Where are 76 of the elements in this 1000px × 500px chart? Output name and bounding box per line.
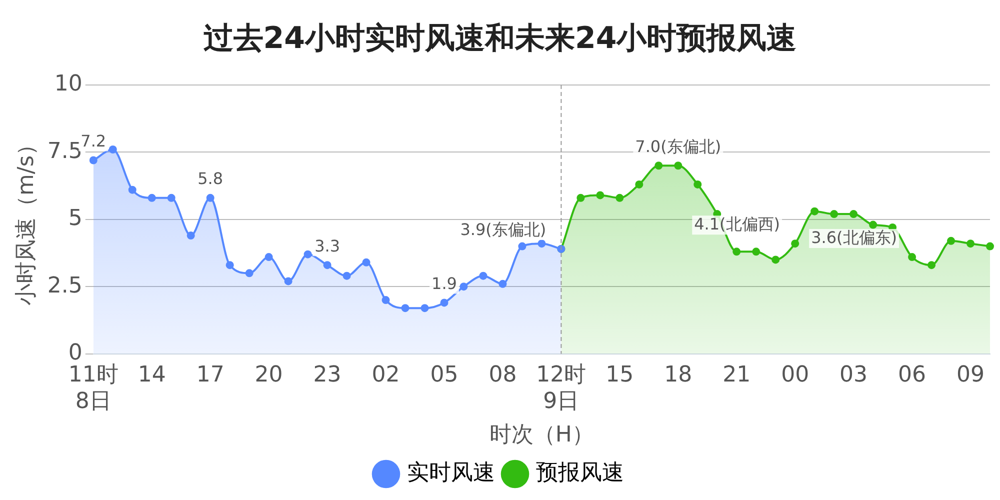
x-tick-label: 23 bbox=[313, 362, 342, 388]
point bbox=[167, 194, 176, 202]
data-label: 4.1(北偏西) bbox=[694, 214, 780, 234]
x-tick-label: 09 bbox=[956, 362, 985, 388]
point bbox=[382, 296, 390, 304]
x-tick-label: 05 bbox=[430, 362, 458, 388]
point bbox=[635, 180, 644, 188]
point bbox=[576, 194, 585, 202]
point bbox=[108, 146, 117, 154]
x-tick-label: 08 bbox=[488, 362, 517, 388]
point bbox=[674, 162, 682, 170]
x-tick-label: 03 bbox=[840, 362, 868, 388]
point bbox=[810, 207, 819, 216]
data-label: 7.2 bbox=[80, 131, 106, 150]
point bbox=[518, 242, 526, 250]
point bbox=[362, 258, 370, 266]
data-label: 5.8 bbox=[198, 169, 224, 188]
point bbox=[284, 277, 292, 286]
x-tick-label: 06 bbox=[898, 362, 926, 388]
y-axis-title: 小时风速（m/s） bbox=[14, 133, 39, 306]
point bbox=[226, 261, 234, 270]
point bbox=[928, 261, 936, 270]
point bbox=[420, 304, 429, 312]
legend-label: 预报风速 bbox=[536, 460, 624, 486]
point bbox=[732, 248, 741, 256]
point bbox=[947, 236, 956, 245]
data-label: 7.0(东偏北) bbox=[635, 136, 722, 156]
point bbox=[986, 242, 994, 250]
y-tick-label: 5 bbox=[68, 206, 82, 232]
point bbox=[830, 210, 838, 218]
point bbox=[908, 253, 916, 262]
point bbox=[791, 240, 800, 248]
point bbox=[186, 232, 195, 240]
x-tick-label: 14 bbox=[138, 362, 166, 388]
legend-label: 实时风速 bbox=[407, 460, 495, 486]
y-tick-label: 7.5 bbox=[47, 138, 82, 164]
point bbox=[264, 253, 273, 262]
point bbox=[966, 240, 975, 248]
point bbox=[850, 210, 858, 218]
x-tick-label: 20 bbox=[254, 362, 283, 388]
point bbox=[323, 261, 332, 270]
point bbox=[148, 194, 156, 202]
x-tick-label: 15 bbox=[606, 362, 634, 388]
point bbox=[479, 272, 488, 280]
data-label: 1.9 bbox=[432, 274, 457, 293]
chart-title: 过去24小时实时风速和未来24小时预报风速 bbox=[202, 20, 798, 58]
point bbox=[89, 156, 98, 164]
x-tick-label: 12时 9日 bbox=[536, 362, 586, 414]
point bbox=[128, 186, 136, 194]
point bbox=[596, 191, 604, 200]
point bbox=[498, 280, 507, 288]
data-label: 3.6(北偏东) bbox=[811, 228, 897, 248]
x-tick-label: 21 bbox=[722, 362, 751, 388]
y-tick-label: 10 bbox=[54, 72, 82, 97]
x-tick-label: 00 bbox=[781, 362, 810, 388]
point bbox=[245, 269, 254, 278]
point bbox=[772, 256, 780, 264]
point bbox=[752, 248, 760, 256]
point bbox=[869, 220, 878, 229]
point bbox=[342, 272, 351, 280]
point bbox=[206, 194, 214, 202]
data-label: 3.9(东偏北) bbox=[460, 220, 546, 240]
x-tick-label: 02 bbox=[372, 362, 400, 388]
data-label: 3.3 bbox=[314, 236, 340, 256]
point bbox=[401, 304, 410, 312]
point bbox=[304, 250, 312, 258]
point bbox=[538, 240, 546, 248]
x-axis-title: 时次（H） bbox=[489, 422, 594, 448]
y-tick-label: 2.5 bbox=[47, 273, 82, 298]
point bbox=[694, 180, 702, 188]
point bbox=[616, 194, 624, 202]
x-tick-label: 18 bbox=[664, 362, 692, 388]
point bbox=[440, 298, 448, 307]
point bbox=[460, 282, 468, 291]
point bbox=[654, 162, 663, 170]
x-tick-label: 17 bbox=[196, 362, 224, 388]
